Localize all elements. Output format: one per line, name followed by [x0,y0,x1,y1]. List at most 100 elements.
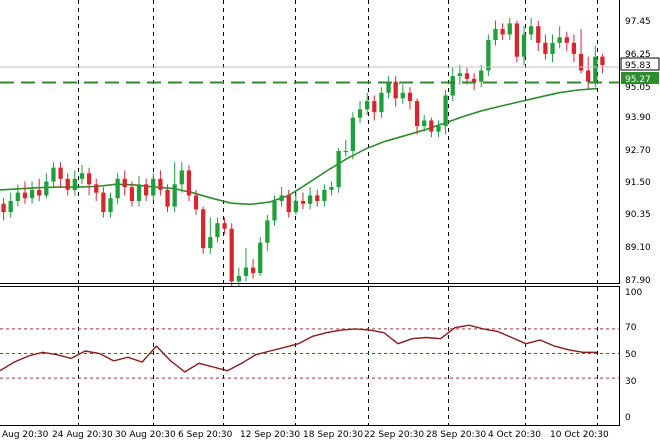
candle-body [272,200,277,221]
time-tick-label: 30 Aug 20:30 [115,430,176,440]
candle-body [94,184,99,193]
candle-body [486,40,491,71]
candle-body [37,189,42,196]
candle-body [122,178,127,188]
candle-body [400,92,405,99]
candle-body [500,28,505,35]
rsi-axis: 100 70 50 30 0 [625,288,642,423]
candle-body [464,73,470,79]
candle-body [279,195,284,201]
candle-body [136,184,142,201]
candle-body [443,95,448,127]
time-tick-label: 10 Oct 20:30 [550,430,609,440]
candle-body [144,184,149,196]
candle-body [521,34,527,57]
candle-body [386,81,391,93]
time-tick-label: 6 Sep 20:30 [178,430,233,440]
candle-body [586,70,591,82]
candle-body [215,223,220,238]
candle-body [457,73,462,77]
candle-body [58,167,63,179]
candle-body [507,23,512,35]
candle-body [422,120,427,127]
price-tick-label: 87.90 [625,276,651,286]
time-tick-label: 24 Aug 20:30 [52,430,113,440]
rsi-tick-label: 70 [625,323,637,333]
candle-body [343,151,348,153]
candle-body [350,117,356,152]
time-tick-label: 28 Sep 20:30 [426,430,486,440]
time-tick-label: 12 Sep 20:30 [240,430,300,440]
current-price-badge: 95.83 [620,57,660,71]
candle-body [429,120,434,132]
candle-body [336,151,341,188]
support-line-layer [0,66,620,84]
candle-body [129,187,135,201]
candle-body [357,109,363,118]
candle-body [571,42,577,54]
price-tick-label: 93.90 [625,113,651,123]
candle-body [365,101,370,110]
candle-body [536,26,541,43]
price-tick-label: 90.35 [625,210,651,220]
rsi-tick-label: 0 [625,413,631,423]
candle-body [29,189,35,199]
candles [1,17,605,287]
candle-body [293,200,299,213]
rsi-levels [0,328,620,379]
candle-body [65,178,70,190]
candle-body [300,200,306,204]
candle-body [450,76,455,96]
candle-body [250,267,256,274]
rsi-tick-label: 30 [625,377,637,387]
candle-body [529,26,534,35]
candle-body [393,81,398,99]
support-price-badge: 95.27 [621,72,659,85]
candle-body [436,126,441,132]
time-tick-label: 4 Oct 20:30 [488,430,541,440]
candle-body [236,275,241,282]
candle-body [471,78,477,82]
price-tick-label: 89.10 [625,243,651,253]
candle-body [72,178,77,190]
rsi-grid [78,287,598,425]
time-tick-label: 22 Sep 20:30 [364,430,424,440]
candle-body [115,178,120,199]
candle-body [493,28,498,41]
candle-body [414,101,420,127]
candle-body [600,56,605,66]
rsi-line-layer [0,324,597,373]
candle-body [51,167,56,182]
support-price-label: 95.27 [625,75,651,85]
candle-body [8,200,13,213]
candle-body [101,192,106,213]
candle-body [265,220,270,243]
candle-body [379,92,384,113]
candle-body [179,170,184,185]
candle-body [165,189,170,207]
current-price-label: 95.83 [625,61,651,71]
candle-body [258,242,263,274]
candle-body [151,178,156,196]
candle-body [564,37,569,43]
rsi-line [0,324,597,373]
candle-body [1,203,6,213]
candle-body [108,198,113,213]
price-tick-label: 97.45 [625,17,651,27]
candle-body [329,187,334,190]
candle-body [543,42,548,54]
rsi-tick-label: 50 [625,350,637,360]
candle-body [514,23,520,57]
candle-body [550,42,555,54]
candle-body [372,101,377,113]
support-price-badge-box [621,72,659,84]
time-tick-label: 18 Sep 20:30 [303,430,363,440]
candle-body [86,173,92,185]
candle-body [307,195,313,204]
price-grid [78,0,598,283]
candle-body [22,192,28,199]
price-tick-label: 95.05 [625,83,651,93]
price-axis: 97.45 96.25 95.05 93.90 92.70 91.50 90.3… [625,17,651,286]
